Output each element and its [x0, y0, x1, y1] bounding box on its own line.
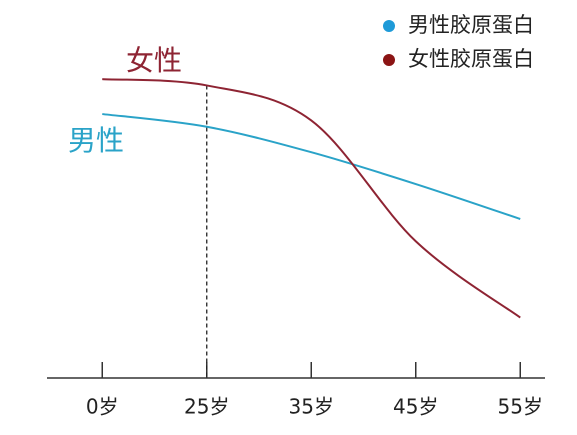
legend-marker — [383, 54, 395, 66]
x-tick-label: 25岁 — [184, 395, 229, 419]
x-tick-label: 35岁 — [289, 395, 334, 419]
line — [102, 113, 521, 220]
series-label: 女性 — [126, 44, 182, 77]
x-tick-label: 45岁 — [393, 395, 438, 419]
x-tick-label: 0岁 — [86, 395, 119, 419]
legend-label: 男性胶原蛋白 — [408, 13, 534, 37]
legend-label: 女性胶原蛋白 — [408, 47, 534, 71]
line — [102, 78, 521, 319]
legend-marker — [383, 20, 395, 32]
x-tick-label: 55岁 — [498, 395, 543, 419]
series-label: 男性 — [68, 124, 124, 157]
